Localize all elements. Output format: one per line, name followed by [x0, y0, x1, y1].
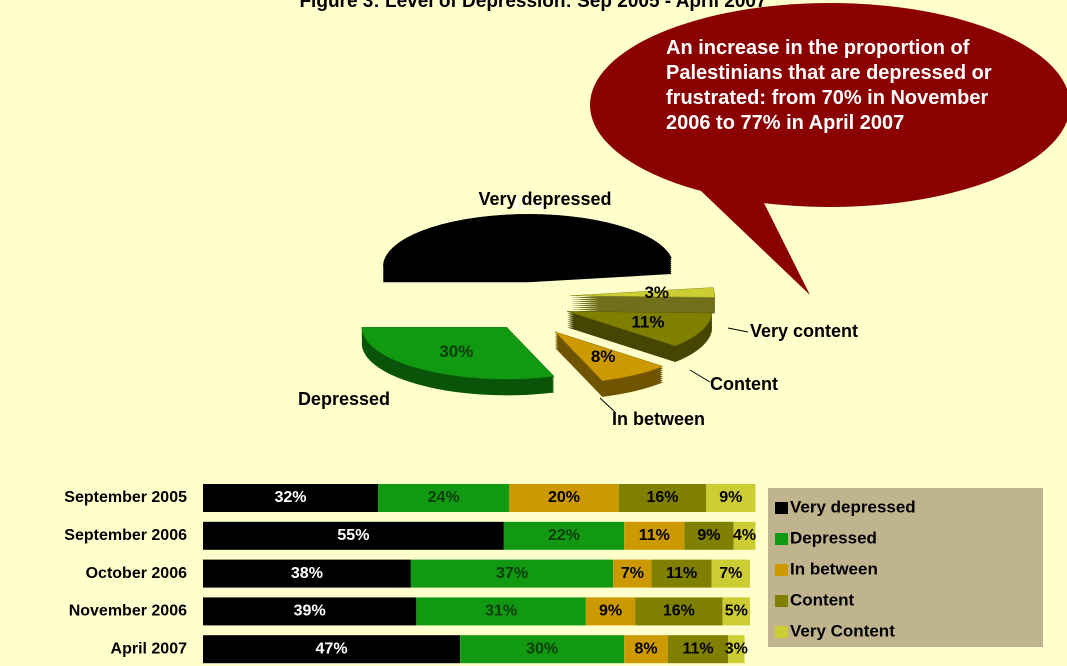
value-label: 37% [496, 565, 528, 582]
callout [590, 3, 1067, 207]
bar-segment [203, 597, 417, 626]
bar-segment [722, 597, 750, 626]
value-label: 9% [697, 527, 720, 544]
value-label: 47% [316, 640, 348, 657]
legend-swatch [775, 626, 788, 638]
bar-segment [203, 521, 504, 550]
legend-label: Content [790, 590, 855, 609]
y-tick-label: September 2006 [64, 527, 187, 544]
legend-label: Very Content [790, 621, 895, 640]
bar-segment [635, 597, 723, 626]
bar-segment [711, 559, 750, 588]
bar-segment [509, 484, 619, 512]
bar-segment [416, 597, 586, 626]
value-label: 3% [644, 283, 669, 302]
bar-segment [503, 521, 625, 550]
value-label: 9% [599, 603, 622, 620]
category-label: In between [612, 409, 705, 429]
value-label: 55% [337, 527, 369, 544]
value-label: 22% [548, 527, 580, 544]
legend-swatch [775, 502, 788, 514]
callout-box: An increase in the proportion of Palesti… [666, 37, 992, 134]
value-label: 32% [275, 489, 307, 506]
annotation: An increase in the proportion of Palesti… [666, 37, 992, 134]
bar-segment [684, 521, 734, 550]
bar-segment [378, 484, 510, 512]
category-label: Depressed [298, 389, 390, 409]
leader-line [727, 327, 749, 333]
legend-swatch [775, 595, 788, 607]
bar-segment [203, 559, 411, 588]
value-label: 8% [591, 347, 616, 366]
bar-segment [651, 559, 712, 588]
value-label: 31% [485, 603, 517, 620]
value-label: 3% [725, 640, 748, 657]
leader-line [689, 369, 711, 383]
slice [554, 331, 664, 382]
value-label: 11% [631, 312, 664, 331]
slice [361, 327, 555, 380]
value-label: 7% [719, 565, 742, 582]
value-label: 38% [291, 565, 323, 582]
category-label: Content [710, 374, 778, 394]
bar-segment [203, 635, 461, 664]
value-label: 4% [733, 527, 756, 544]
value-label: 11% [682, 640, 713, 657]
legend-label: Very depressed [790, 497, 916, 516]
value-label: 47% [510, 195, 544, 214]
value-label: 11% [639, 527, 670, 544]
y-tick-label: September 2005 [64, 489, 187, 506]
chart-title: Figure 3: Level of Depression: Sep 2005 … [299, 0, 766, 12]
value-label: 16% [646, 489, 678, 506]
y-tick-label: November 2006 [69, 603, 187, 620]
bar-segment [624, 521, 685, 550]
leader-line [599, 397, 616, 413]
legend-box [768, 488, 1043, 647]
value-label: 39% [294, 603, 326, 620]
value-label: 30% [439, 342, 473, 361]
value-label: 7% [621, 565, 644, 582]
bar-segment [618, 484, 707, 512]
value-label: 30% [526, 640, 558, 657]
bar-segment [733, 521, 756, 550]
legend-label: Depressed [790, 528, 877, 547]
value-label: 16% [663, 603, 695, 620]
slice [569, 287, 716, 298]
category-label: Very content [750, 321, 858, 341]
bar-segment [410, 559, 614, 588]
value-label: 5% [725, 603, 748, 620]
bar-segment [613, 559, 652, 588]
bar-segment [706, 484, 756, 512]
slice [567, 311, 713, 347]
slice [383, 214, 672, 267]
legend-swatch [775, 564, 788, 576]
value-label: 24% [428, 489, 460, 506]
value-label: 9% [719, 489, 742, 506]
callout-tail [700, 190, 810, 295]
bar-segment [667, 635, 729, 664]
bar-segment [460, 635, 625, 664]
value-label: 8% [635, 640, 658, 657]
bar-segment [624, 635, 668, 664]
y-tick-label: October 2006 [86, 565, 187, 582]
value-label: 11% [666, 565, 697, 582]
bar-segment [728, 635, 745, 664]
legend-swatch [775, 533, 788, 545]
value-label: 20% [548, 489, 580, 506]
legend-label: In between [790, 559, 878, 578]
bar-segment [203, 484, 379, 512]
y-tick-label: April 2007 [111, 640, 188, 657]
bar-segment [585, 597, 636, 626]
category-label: Very depressed [478, 189, 611, 209]
